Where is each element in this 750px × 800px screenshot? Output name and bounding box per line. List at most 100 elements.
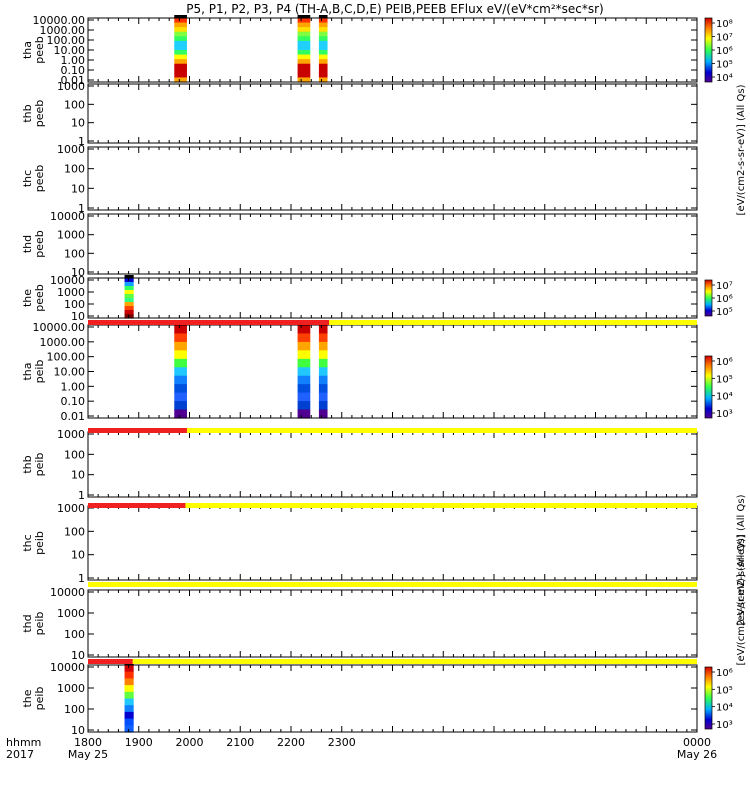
spectrum-cell [297,18,311,24]
spectrum-cell [297,36,311,42]
y-tick-label: 10 [71,724,85,737]
colorbar-tick-label: 10⁵ [716,60,733,71]
spectrum-cell [174,77,187,83]
spectrum-cell [174,59,187,65]
y-tick-label: 100 [64,163,85,176]
spectrum-cell [124,718,134,726]
spectrum-cell [174,358,187,368]
colorbar-tick-label: 10⁵ [716,307,733,318]
spectrum-cell [297,68,311,74]
spectrum-cell [124,698,134,706]
spectrum-cell [124,306,134,311]
y-tick-label: 1000 [57,286,85,299]
y-tick-label: 10000.00 [33,321,86,334]
colorbar-layer: 10⁸10⁷10⁶10⁵10⁴10⁷10⁶10⁵10⁶10⁵10⁴10³10⁶1… [704,17,747,731]
data-block [297,15,311,83]
y-tick-label: 0.01 [61,410,86,423]
colorbar-tick-label: 10³ [716,409,733,420]
panel-label-probe: tha [21,41,34,59]
spectrum-cell [297,358,311,368]
y-tick-label: 100 [64,448,85,461]
spectrum-cell [174,375,187,385]
y-tick-label: 100 [64,703,85,716]
colorbar: 10⁸ 10⁷ 10⁶ 10⁵ 10⁴ [704,17,733,84]
y-tick-label: 10 [71,549,85,562]
panel-label-product: peeb [33,230,46,258]
data-block [174,15,187,83]
status-bar-red [88,659,133,664]
panel-label-product: peib [33,531,46,555]
spectrum-cell [318,350,328,360]
y-tick-label: 1 [78,135,85,148]
x-tick-label: 1900 [125,736,153,749]
spectrum-cell [174,333,187,343]
y-tick-label: 10 [71,310,85,323]
y-tick-label: 10 [71,649,85,662]
y-tick-label: 10000 [50,210,85,223]
panels-layer: 10000.001000.00100.0010.001.000.100.01th… [21,14,698,737]
spectrum-cell [318,392,328,402]
spectrum-cell [297,77,311,83]
colorbar-tick-label: 10⁴ [716,703,733,714]
x-tick-date: May 26 [677,748,717,761]
spectrum-cell [297,384,311,394]
panel-thd-peib: 10000 1000 100 10 thd peib [21,586,698,662]
spectrum-cell [297,392,311,402]
panel-label-product: peib [33,360,46,384]
spectrum-cell [318,45,328,51]
status-bar-yellow [88,428,697,433]
status-bar [88,428,697,433]
spectrum-cell [174,325,187,335]
y-tick-label: 100 [64,525,85,538]
y-tick-label: 10.00 [54,44,86,57]
x-tick-label: 2300 [328,736,356,749]
spectrum-cell [297,27,311,33]
colorbar-tick-label: 10⁶ [716,294,733,305]
spectrum-cell [297,409,311,419]
y-tick-label: 10000.00 [33,14,86,27]
y-tick-label: 1000 [57,682,85,695]
spectrum-cell [318,40,328,47]
y-tick-label: 10000 [50,586,85,599]
colorbar-tick-label: 10⁶ [716,46,733,57]
panel-label-product: peib [33,687,46,711]
y-tick-label: 100 [64,98,85,111]
status-bar-red [88,503,186,508]
spectrum-cell [174,68,187,74]
spectrum-cell [124,685,134,693]
spectrum-cell [318,358,328,368]
spectrum-cell [174,22,187,28]
spectrum-cell [318,27,328,33]
data-block [124,662,134,733]
y-tick-label: 1.00 [61,380,86,393]
status-bar-yellow [88,503,697,508]
spectrum-cell [297,63,311,69]
spectrum-cell [318,59,328,65]
spectrum-cell [297,54,311,60]
spectrum-cell [174,18,187,24]
spectrum-cell [318,68,328,74]
y-tick-label: 1000.00 [40,336,86,349]
spectrum-cell [297,325,311,335]
spectrum-cell [124,298,134,303]
data-block [174,322,187,419]
status-bar-yellow [88,582,697,587]
data-block-cap [174,15,187,18]
colorbar-label: [eV/(cm2-s-sr-eV)] (All Qs) [736,494,747,625]
panel-thb-peib: 1000 100 10 1 thb peib [21,428,698,502]
panel-label-probe: thd [21,614,34,632]
spectrum-cell [318,31,328,37]
spectrum-cell [318,63,328,69]
spectrum-cell [174,409,187,419]
status-bar-red [88,428,187,433]
x-tick-label: 0000 [683,736,711,749]
spectrum-cell [318,72,328,79]
spectrum-cell [124,278,134,283]
colorbar-label: [eV/(cm2-s-sr-eV)] (All Qs) [736,84,747,215]
spectrum-cell [297,401,311,411]
panel-frame [87,83,698,144]
spectrum-cell [124,294,134,299]
